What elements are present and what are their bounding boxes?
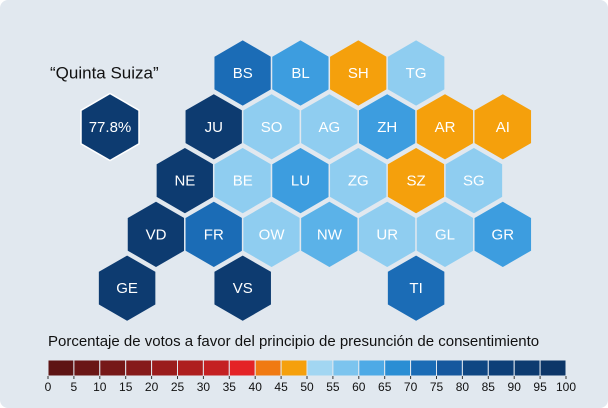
canton-label: GR bbox=[492, 226, 515, 243]
legend-swatch bbox=[254, 359, 282, 377]
legend-tick-label: 15 bbox=[119, 380, 133, 394]
legend-tick-label: 55 bbox=[326, 380, 340, 394]
canton-hex bbox=[444, 146, 504, 215]
legend-tick-label: 80 bbox=[456, 380, 470, 394]
highlight-label: 77.8% bbox=[89, 119, 132, 136]
legend-swatch bbox=[436, 359, 463, 377]
map-title: “Quinta Suiza” bbox=[50, 63, 159, 82]
canton-hex bbox=[97, 253, 157, 323]
legend-swatch bbox=[73, 359, 101, 377]
legend-tick-label: 90 bbox=[508, 380, 522, 394]
legend-swatch bbox=[306, 359, 334, 377]
canton-label: AR bbox=[435, 119, 456, 136]
canton-hex bbox=[212, 253, 273, 323]
canton-label: UR bbox=[376, 226, 398, 243]
canton-hex bbox=[386, 38, 446, 108]
legend-tick-label: 70 bbox=[404, 380, 418, 394]
canton-label: TG bbox=[406, 65, 427, 82]
legend-tick-label: 50 bbox=[300, 380, 314, 394]
canton-label: AG bbox=[319, 119, 341, 136]
canton-label: BL bbox=[291, 65, 309, 82]
canton-label: LU bbox=[291, 173, 310, 190]
legend-tick-label: 20 bbox=[145, 380, 159, 394]
legend-tick-label: 25 bbox=[171, 380, 185, 394]
legend-swatch bbox=[125, 359, 153, 377]
highlight-hex bbox=[80, 92, 140, 162]
canton-label: AI bbox=[496, 119, 510, 136]
legend-tick-label: 75 bbox=[430, 380, 444, 394]
legend-tick-label: 85 bbox=[482, 380, 496, 394]
legend-tick-label: 45 bbox=[274, 380, 288, 394]
legend-tick-label: 40 bbox=[249, 380, 263, 394]
legend-tick-label: 0 bbox=[45, 380, 52, 394]
canton-label: ZG bbox=[348, 173, 369, 190]
legend-swatch bbox=[487, 359, 515, 377]
legend-tick-label: 100 bbox=[556, 380, 576, 394]
legend-swatch bbox=[280, 359, 308, 377]
legend-swatch bbox=[461, 359, 489, 377]
legend-swatch bbox=[228, 359, 256, 377]
canton-label: FR bbox=[204, 226, 224, 243]
canton-label: GL bbox=[435, 226, 455, 243]
canton-label: GE bbox=[116, 280, 138, 297]
canton-label: TI bbox=[409, 280, 422, 297]
legend-swatch bbox=[99, 359, 127, 377]
canton-label: SH bbox=[348, 65, 369, 82]
canton-label: OW bbox=[259, 226, 286, 243]
canton-label: BS bbox=[233, 65, 253, 82]
legend-tick-label: 5 bbox=[71, 380, 78, 394]
canton-label: BE bbox=[233, 173, 253, 190]
canton-label: JU bbox=[205, 119, 223, 136]
legend-tick-label: 95 bbox=[533, 380, 547, 394]
legend-tick-label: 60 bbox=[352, 380, 366, 394]
legend-swatch bbox=[358, 359, 386, 377]
legend-title: Porcentaje de votos a favor del principi… bbox=[48, 333, 539, 350]
legend-tick-label: 10 bbox=[93, 380, 107, 394]
legend-swatch bbox=[177, 359, 204, 377]
legend-swatch bbox=[410, 359, 438, 377]
legend-tick-label: 35 bbox=[223, 380, 237, 394]
legend-swatch bbox=[384, 359, 412, 377]
canton-hex bbox=[473, 200, 533, 269]
canton-label: ZH bbox=[377, 119, 397, 136]
legend-swatch bbox=[513, 359, 541, 377]
canton-label: NE bbox=[174, 173, 195, 190]
legend-swatch bbox=[151, 359, 179, 377]
legend-tick-label: 65 bbox=[378, 380, 392, 394]
canton-label: NW bbox=[317, 226, 343, 243]
canton-hex bbox=[473, 92, 533, 162]
legend-swatch bbox=[202, 359, 230, 377]
canton-label: VS bbox=[233, 280, 253, 297]
canton-hex bbox=[386, 253, 446, 323]
legend-tick-label: 30 bbox=[197, 380, 211, 394]
canton-label: SO bbox=[261, 119, 283, 136]
legend-swatch bbox=[47, 359, 75, 377]
legend-swatch bbox=[539, 359, 567, 377]
canton-label: VD bbox=[146, 226, 167, 243]
legend-swatch bbox=[332, 359, 360, 377]
canton-label: SG bbox=[463, 173, 485, 190]
canton-label: SZ bbox=[407, 173, 426, 190]
